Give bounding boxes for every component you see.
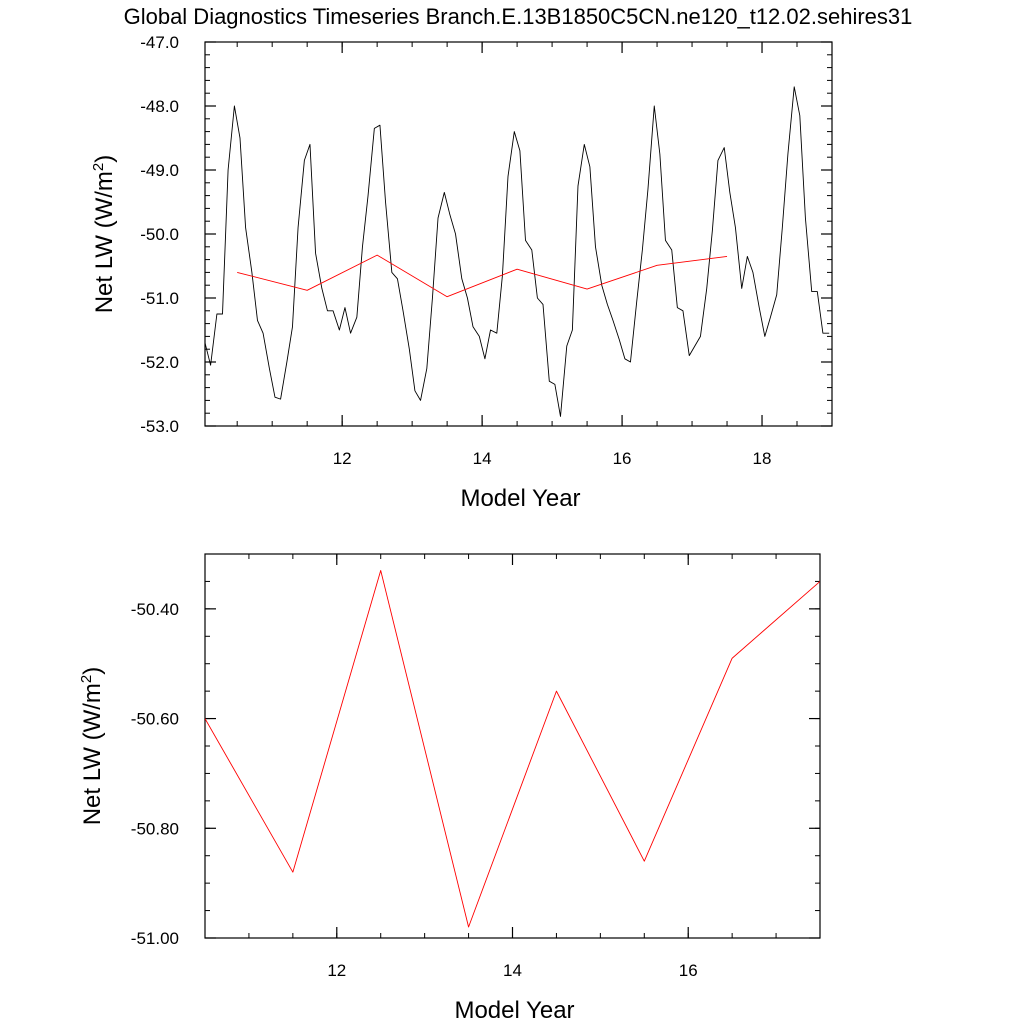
x-tick-label: 14 [503,961,522,980]
y-tick-label: -48.0 [140,97,179,116]
monthly-series-line [205,86,830,417]
x-tick-label: 18 [753,449,772,468]
panels: 12 14 16 18 -53.0 -52.0 -51.0 -50.0 -49.0 -48.0 -4… [78,33,833,1024]
x-tick-label: 16 [679,961,698,980]
annual-mean-line [205,570,820,928]
y-tick-label: -52.0 [140,353,179,372]
y-tick-label: -50.40 [131,600,179,619]
y-tick-label: -49.0 [140,161,179,180]
x-axis-label: Model Year [460,485,580,512]
plot-frame [204,41,833,427]
x-tick-label: 12 [327,961,346,980]
y-tick-label: -50.60 [131,710,179,729]
y-tick-label: -50.80 [131,819,179,838]
y-tick-label: -51.0 [140,289,179,308]
y-tick-label: -51.00 [131,929,179,948]
y-tick-label: -53.0 [140,417,179,436]
chart-title: Global Diagnostics Timeseries Branch.E.1… [124,4,913,29]
x-tick-label: 14 [473,449,492,468]
x-tick-label: 12 [333,449,352,468]
x-axis-label: Model Year [454,997,574,1024]
y-axis-label: Net LW (W/m2) [90,155,118,314]
y-axis-label: Net LW (W/m2) [78,667,106,826]
x-tick-label: 16 [613,449,632,468]
chart-panel-1: 12 14 16 18 -53.0 -52.0 -51.0 -50.0 -49.0 -48.0 -4… [90,33,833,512]
plot-frame [204,553,821,939]
chart-panel-2: 12 14 16 -51.00 -50.80 -50.60 -50.40 Model Year… [78,553,821,1024]
annual-mean-line [237,254,728,298]
y-tick-label: -47.0 [140,33,179,52]
y-tick-label: -50.0 [140,225,179,244]
